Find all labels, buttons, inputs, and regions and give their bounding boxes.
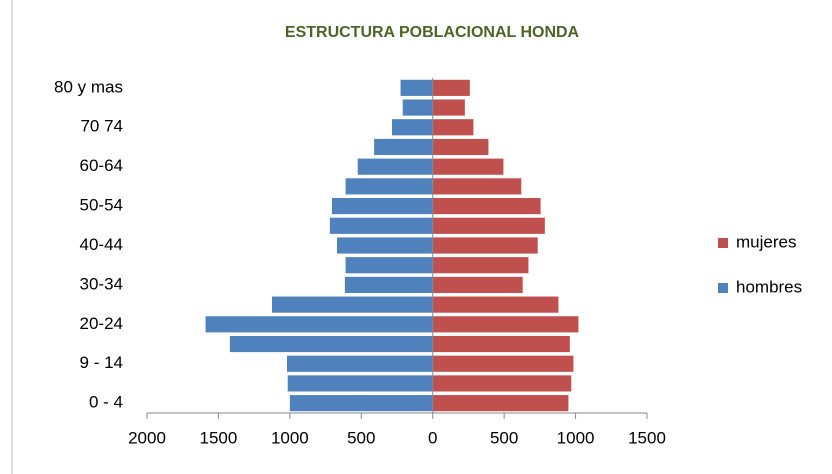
bar xyxy=(432,395,569,412)
y-tick-label: 60-64 xyxy=(80,156,123,175)
x-tick-label: 1500 xyxy=(628,428,666,447)
y-tick-label: 20-24 xyxy=(80,314,123,333)
y-tick-label: 70 74 xyxy=(80,117,123,136)
bar xyxy=(432,79,470,96)
y-tick-label: 40-44 xyxy=(80,235,123,254)
bar xyxy=(432,217,545,234)
y-tick-label: 30-34 xyxy=(80,274,123,293)
y-tick-label: 9 - 14 xyxy=(80,353,123,372)
bar xyxy=(229,335,433,353)
bar xyxy=(432,257,529,274)
bar xyxy=(287,355,433,372)
bar xyxy=(432,158,504,175)
legend-swatch xyxy=(718,238,728,248)
bar xyxy=(432,316,579,333)
bar xyxy=(432,296,559,313)
bar xyxy=(205,316,433,333)
bar xyxy=(345,178,433,195)
bar xyxy=(400,79,433,96)
x-tick-label: 500 xyxy=(490,428,518,447)
bar xyxy=(402,99,433,116)
bar xyxy=(432,99,465,116)
bar xyxy=(432,119,474,136)
bar xyxy=(374,138,433,156)
y-tick-label: 80 y mas xyxy=(54,77,123,96)
legend-label: hombres xyxy=(736,277,802,296)
x-tick-label: 1500 xyxy=(200,428,238,447)
bar xyxy=(432,355,574,372)
legend-swatch xyxy=(718,283,728,293)
legend-label: mujeres xyxy=(736,232,796,251)
bar xyxy=(287,375,433,392)
bar xyxy=(344,276,433,293)
x-tick-label: 1000 xyxy=(557,428,595,447)
bar xyxy=(272,296,433,313)
chart-title: ESTRUCTURA POBLACIONAL HONDA xyxy=(285,24,580,41)
bar xyxy=(432,375,572,392)
bar xyxy=(289,395,433,412)
x-tick-label: 1000 xyxy=(271,428,309,447)
bar xyxy=(432,138,489,156)
x-tick-label: 0 xyxy=(428,428,437,447)
y-tick-label: 0 - 4 xyxy=(89,393,123,412)
x-tick-label: 2000 xyxy=(128,428,166,447)
x-tick-label: 500 xyxy=(347,428,375,447)
bar xyxy=(337,237,433,254)
y-tick-label: 50-54 xyxy=(80,196,123,215)
bar xyxy=(432,178,522,195)
bar xyxy=(329,217,433,234)
bar xyxy=(432,276,523,293)
bar xyxy=(432,335,570,353)
bar xyxy=(392,119,433,136)
bar xyxy=(432,237,538,254)
bar xyxy=(432,198,541,215)
bar xyxy=(345,257,433,274)
bar xyxy=(357,158,433,175)
bar xyxy=(332,198,433,215)
